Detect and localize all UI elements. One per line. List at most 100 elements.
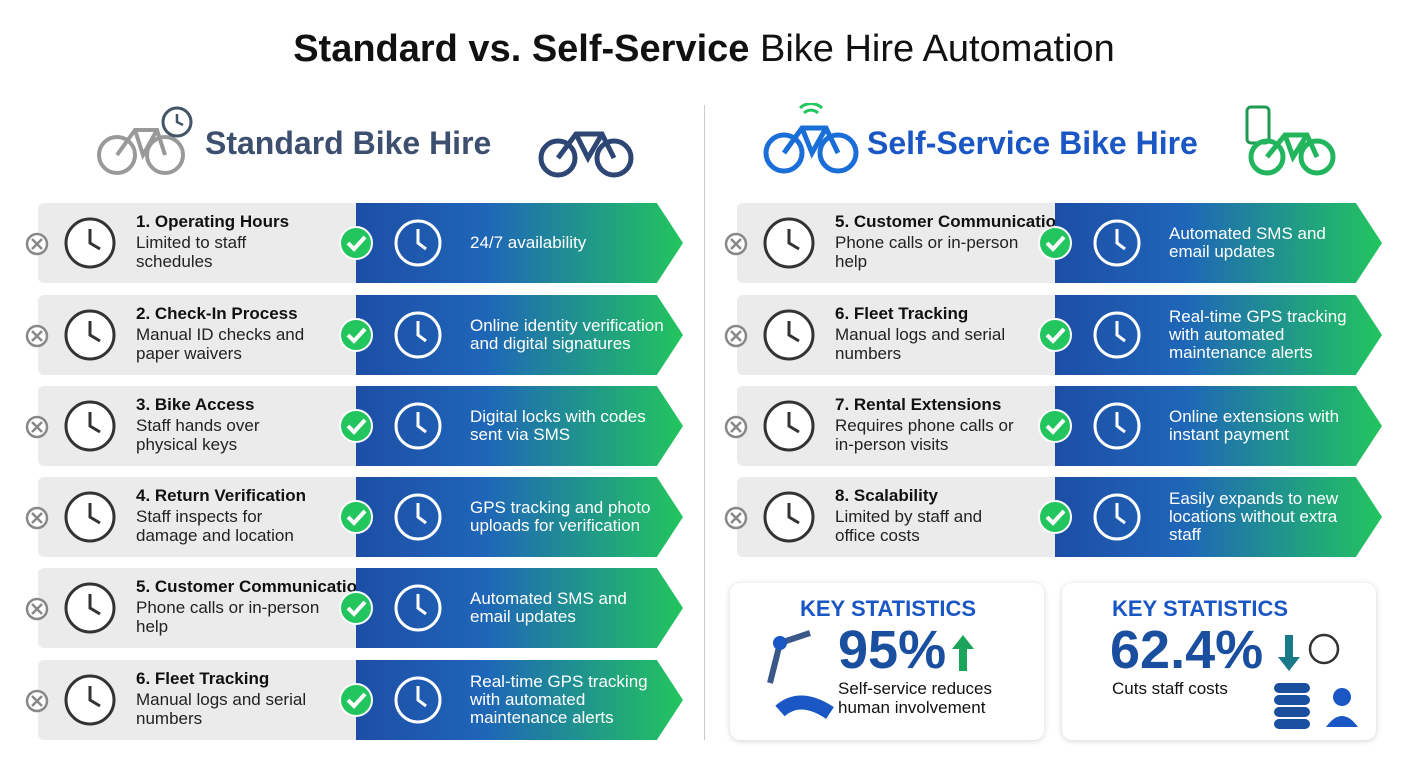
new-panel [1055, 295, 1382, 375]
row-benefit: Online extensions with instant payment [1169, 407, 1340, 444]
cross-icon [24, 323, 50, 354]
bike-icon [97, 106, 193, 175]
row-desc: Phone calls or in-person help [835, 233, 1019, 271]
stat-value: 62.4% [1110, 620, 1264, 680]
check-icon [338, 590, 374, 631]
stat-card: KEY STATISTICS 95% Self-service reduces hu… [730, 583, 1044, 740]
row-icon [388, 398, 448, 459]
stat-caption: Self-service reduces human involvement [838, 679, 993, 717]
stat-value: 95% [838, 620, 947, 680]
up-arrow [948, 631, 978, 680]
comparison-row: 8. Scalability Limited by staff and offic… [724, 477, 1382, 557]
check-icon [338, 408, 374, 449]
new-panel [1055, 203, 1382, 283]
row-icon [1087, 215, 1147, 276]
row-icon [388, 307, 448, 368]
row-desc: Manual logs and serial numbers [136, 690, 307, 728]
row-icon [60, 580, 122, 641]
row-desc: Requires phone calls or in-person visits [835, 416, 1014, 454]
row-benefit: GPS tracking and photo uploads for verif… [470, 498, 651, 535]
row-icon [60, 398, 122, 459]
comparison-row: 5. Customer Communication Phone calls or … [724, 203, 1382, 283]
row-icon [388, 489, 448, 550]
cross-icon [24, 414, 50, 445]
new-panel [356, 203, 683, 283]
bike-icon [538, 131, 634, 178]
row-title: 4. Return Verification [136, 486, 307, 505]
heading: Standard Bike Hire [205, 125, 492, 161]
row-benefit: Real-time GPS tracking with automated ma… [1169, 307, 1347, 362]
check-icon [338, 225, 374, 266]
row-title: 2. Check-In Process [136, 304, 298, 323]
row-benefit: Easily expands to new locations without … [1169, 489, 1339, 544]
stat-label: KEY STATISTICS [800, 596, 977, 621]
new-panel [356, 295, 683, 375]
row-desc: Staff inspects for damage and location [136, 507, 294, 545]
check-icon [338, 499, 374, 540]
row-icon [388, 580, 448, 641]
bike-icon [1245, 105, 1336, 176]
row-desc: Limited to staff schedules [136, 233, 247, 271]
row-benefit: Real-time GPS tracking with automated ma… [470, 672, 648, 727]
row-icon [759, 215, 821, 276]
check-icon [1037, 499, 1073, 540]
comparison-row: 3. Bike Access Staff hands over physical … [25, 386, 683, 466]
row-icon [759, 489, 821, 550]
cross-icon [723, 231, 749, 262]
row-benefit: Online identity verification and digital… [470, 316, 664, 353]
row-desc: Manual ID checks and paper waivers [136, 325, 305, 363]
check-icon [1037, 225, 1073, 266]
row-benefit: Digital locks with codes sent via SMS [470, 407, 646, 444]
comparison-row: 6. Fleet Tracking Manual logs and serial … [724, 295, 1382, 375]
new-panel [1055, 386, 1382, 466]
stat-label: KEY STATISTICS [1112, 596, 1289, 621]
cross-icon [723, 323, 749, 354]
down-arrow [1274, 631, 1344, 686]
row-title: 5. Customer Communication [835, 212, 1067, 231]
row-title: 8. Scalability [835, 486, 938, 505]
row-icon [759, 398, 821, 459]
stat-card: KEY STATISTICS 62.4% Cuts staff costs [1062, 583, 1376, 740]
row-desc: Staff hands over physical keys [136, 416, 260, 454]
check-icon [1037, 317, 1073, 358]
new-panel [356, 660, 683, 740]
title-bold: Standard vs. Self-Service [293, 28, 750, 70]
comparison-row: 1. Operating Hours Limited to staff sched… [25, 203, 683, 283]
comparison-row: 5. Customer Communication Phone calls or … [25, 568, 683, 648]
check-icon [338, 682, 374, 723]
row-icon [388, 672, 448, 733]
row-title: 1. Operating Hours [136, 212, 290, 231]
bike-icon [763, 103, 859, 174]
stat-caption: Cuts staff costs [1112, 679, 1228, 698]
row-icon [60, 307, 122, 368]
row-title: 3. Bike Access [136, 395, 255, 414]
coins-icon [1272, 675, 1362, 735]
row-benefit: 24/7 availability [470, 233, 587, 252]
row-title: 6. Fleet Tracking [136, 669, 270, 688]
row-icon [60, 215, 122, 276]
cross-icon [24, 505, 50, 536]
comparison-row: 2. Check-In Process Manual ID checks and … [25, 295, 683, 375]
divider [704, 105, 705, 740]
row-icon [1087, 398, 1147, 459]
title-rest: Bike Hire Automation [759, 28, 1115, 70]
comparison-row: 7. Rental Extensions Requires phone calls… [724, 386, 1382, 466]
new-panel [356, 568, 683, 648]
row-title: 6. Fleet Tracking [835, 304, 969, 323]
check-icon [1037, 408, 1073, 449]
row-title: 5. Customer Communication [136, 577, 368, 596]
row-icon [60, 672, 122, 733]
cross-icon [24, 688, 50, 719]
new-panel [1055, 477, 1382, 557]
heading: Self-Service Bike Hire [867, 125, 1198, 161]
comparison-row: 6. Fleet Tracking Manual logs and serial … [25, 660, 683, 740]
row-icon [388, 215, 448, 276]
row-icon [759, 307, 821, 368]
row-icon [1087, 489, 1147, 550]
cross-icon [723, 414, 749, 445]
new-panel [356, 386, 683, 466]
row-desc: Limited by staff and office costs [835, 507, 983, 545]
cross-icon [24, 596, 50, 627]
row-icon [1087, 307, 1147, 368]
